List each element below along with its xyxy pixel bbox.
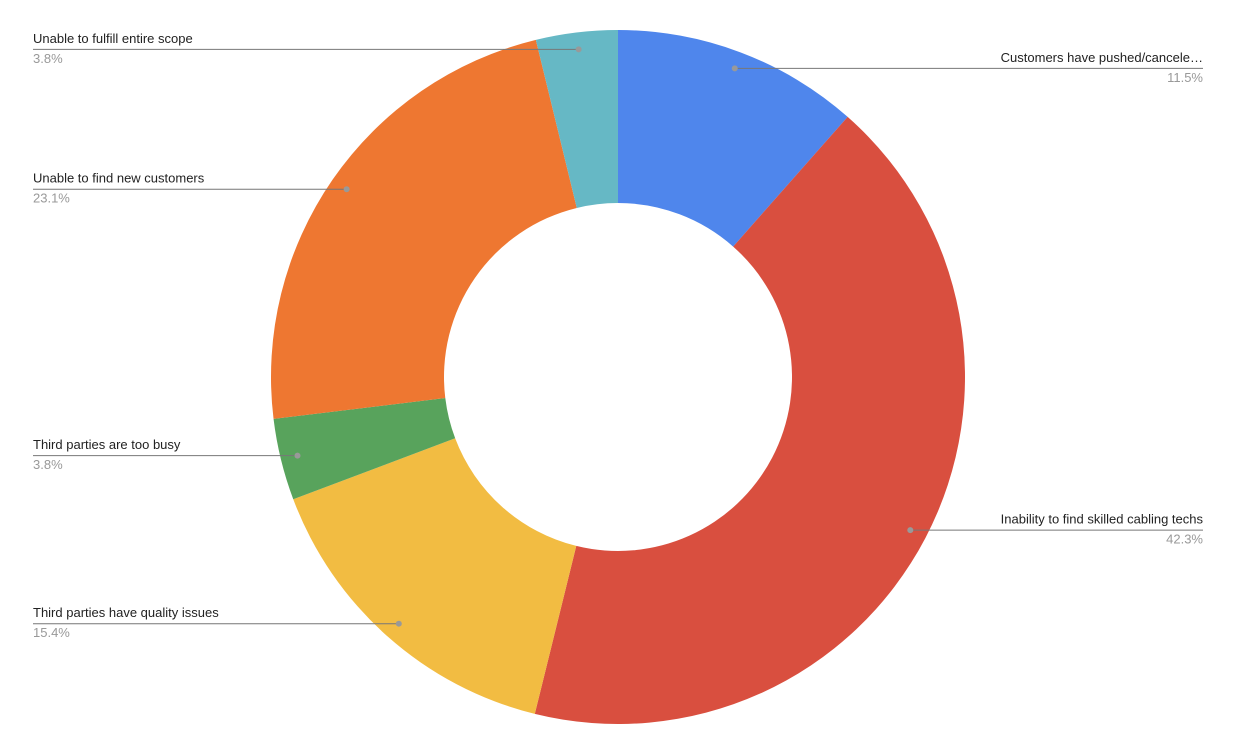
slice-label: Inability to find skilled cabling techs	[1001, 512, 1204, 527]
leader-dot	[343, 186, 350, 193]
leader-dot	[907, 527, 914, 534]
donut-slice	[535, 30, 618, 208]
slice-value-label: 3.8%	[33, 457, 63, 472]
slice-value-label: 3.8%	[33, 51, 63, 66]
leader-dot	[294, 452, 301, 459]
leader-dot	[731, 65, 738, 72]
slice-label: Unable to find new customers	[33, 171, 205, 186]
slice-label: Third parties have quality issues	[33, 605, 219, 620]
slice-label: Third parties are too busy	[33, 437, 181, 452]
donut-slice	[271, 39, 577, 419]
leader-dot	[395, 620, 402, 627]
slice-value-label: 23.1%	[33, 191, 70, 206]
slice-value-label: 15.4%	[33, 625, 70, 640]
slice-value-label: 11.5%	[1167, 70, 1203, 85]
slice-value-label: 42.3%	[1166, 532, 1203, 547]
leader-dot	[575, 46, 582, 53]
donut-slice	[534, 116, 965, 724]
donut-slice	[273, 398, 456, 500]
slice-label: Unable to fulfill entire scope	[33, 31, 193, 46]
slice-label: Customers have pushed/cancele…	[1001, 50, 1203, 65]
donut-slice	[293, 438, 577, 714]
donut-slice	[618, 30, 848, 247]
